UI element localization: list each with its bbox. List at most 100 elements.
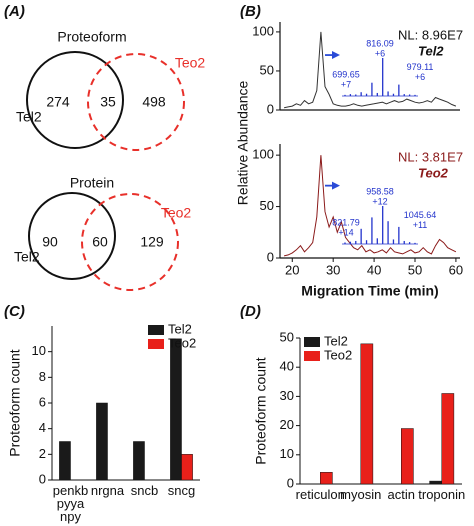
y-tick-label: 50 <box>260 198 274 213</box>
bar <box>429 480 443 485</box>
legend-label: Teo2 <box>168 335 196 350</box>
y-tick-label: 4 <box>39 420 46 435</box>
x-tick-label: sncg <box>168 483 195 498</box>
bar <box>181 454 193 481</box>
x-tick-label: 30 <box>326 262 340 277</box>
x-tick-label: 40 <box>367 262 381 277</box>
x-axis-label: Migration Time (min) <box>301 283 438 299</box>
inset-charge: +7 <box>341 79 351 89</box>
venn-count: 274 <box>46 94 70 110</box>
y-axis-label: Proteoform count <box>7 349 23 456</box>
venn-count: 35 <box>100 94 116 110</box>
bar <box>133 441 145 481</box>
y-tick-label: 100 <box>252 23 274 38</box>
y-tick-label: 20 <box>280 417 294 432</box>
venn-title: Proteoform <box>57 29 126 45</box>
inset-charge: +6 <box>415 72 425 82</box>
x-tick-line: sncb <box>131 483 158 498</box>
y-tick-label: 50 <box>280 329 294 344</box>
x-tick-line: nrgna <box>91 483 125 498</box>
x-tick-label: 60 <box>449 262 463 277</box>
x-tick-label: troponin <box>418 487 465 502</box>
arrowhead <box>332 181 340 190</box>
y-tick-label: 40 <box>280 359 294 374</box>
x-tick-line: reticulon <box>296 487 345 502</box>
y-tick-label: 0 <box>267 101 274 116</box>
inset-mz: 1045.64 <box>404 210 437 220</box>
y-tick-label: 100 <box>252 147 274 162</box>
bar <box>59 441 71 481</box>
y-tick-label: 2 <box>39 446 46 461</box>
x-tick-line: troponin <box>418 487 465 502</box>
x-tick-label: actin <box>388 487 415 502</box>
trace-name: Tel2 <box>418 43 444 58</box>
arrowhead <box>332 51 340 60</box>
venn-count: 498 <box>142 94 166 110</box>
inset-charge: +14 <box>338 227 353 237</box>
venn-count: 90 <box>42 234 58 250</box>
venn-count: 60 <box>92 234 108 250</box>
inset-charge: +6 <box>375 48 385 58</box>
bar <box>96 402 108 481</box>
venn-set-label: Tel2 <box>14 249 40 265</box>
trace <box>283 155 457 257</box>
venn-circle <box>81 193 179 291</box>
x-tick-line: sncg <box>168 483 195 498</box>
y-tick-label: 50 <box>260 62 274 77</box>
venn-set-label: Teo2 <box>161 205 192 221</box>
y-tick-label: 30 <box>280 388 294 403</box>
panel-label: (C) <box>4 303 25 320</box>
panel-label: (D) <box>240 303 261 320</box>
x-tick-line: penkb <box>53 483 88 498</box>
x-tick-line: pyya <box>57 496 85 511</box>
legend-swatch <box>304 351 320 361</box>
bar <box>320 472 333 485</box>
bar <box>441 393 455 485</box>
y-tick-label: 8 <box>39 369 46 384</box>
y-tick-label: 0 <box>267 249 274 264</box>
y-tick-label: 0 <box>39 471 46 486</box>
venn-set-label: Teo2 <box>175 55 206 71</box>
y-tick-label: 10 <box>280 446 294 461</box>
x-tick-line: actin <box>388 487 415 502</box>
x-tick-label: nrgna <box>91 483 125 498</box>
x-tick-label: penkb pyya npy <box>53 483 88 524</box>
venn-circle <box>28 192 116 280</box>
x-tick-label: reticulon <box>296 487 345 502</box>
trace <box>284 31 457 109</box>
inset-charge: +12 <box>372 196 387 206</box>
x-tick-label: myosin <box>340 487 381 502</box>
bar <box>170 338 182 481</box>
x-tick-line: npy <box>60 509 81 524</box>
venn-set-label: Tel2 <box>16 109 42 125</box>
inset-mz: 958.58 <box>366 186 394 196</box>
y-axis-label: Relative Abundance <box>235 81 251 206</box>
legend-swatch <box>148 325 164 335</box>
y-tick-label: 0 <box>287 475 294 490</box>
inset-mz: 979.11 <box>407 62 434 72</box>
nl-label: NL: 3.81E7 <box>398 149 463 164</box>
panel-label: (A) <box>4 3 25 20</box>
inset-mz: 816.09 <box>366 38 394 48</box>
y-tick-label: 6 <box>39 394 46 409</box>
inset-mz: 821.79 <box>332 217 360 227</box>
nl-label: NL: 8.96E7 <box>398 27 463 42</box>
inset-mz: 699.65 <box>332 69 360 79</box>
x-tick-label: 20 <box>285 262 299 277</box>
bar <box>401 428 414 485</box>
bar <box>360 343 374 485</box>
inset-charge: +11 <box>413 220 428 230</box>
x-tick-label: 50 <box>408 262 422 277</box>
x-tick-label: sncb <box>131 483 158 498</box>
legend-swatch <box>148 339 164 349</box>
legend-label: Tel2 <box>324 333 348 348</box>
x-tick-line: myosin <box>340 487 381 502</box>
venn-count: 129 <box>140 234 164 250</box>
y-tick-label: 10 <box>32 343 46 358</box>
trace-name: Teo2 <box>418 165 449 180</box>
legend-label: Tel2 <box>168 321 192 336</box>
legend-label: Teo2 <box>324 347 352 362</box>
legend-swatch <box>304 337 320 347</box>
venn-title: Protein <box>70 175 114 191</box>
venn-circle <box>87 53 185 151</box>
